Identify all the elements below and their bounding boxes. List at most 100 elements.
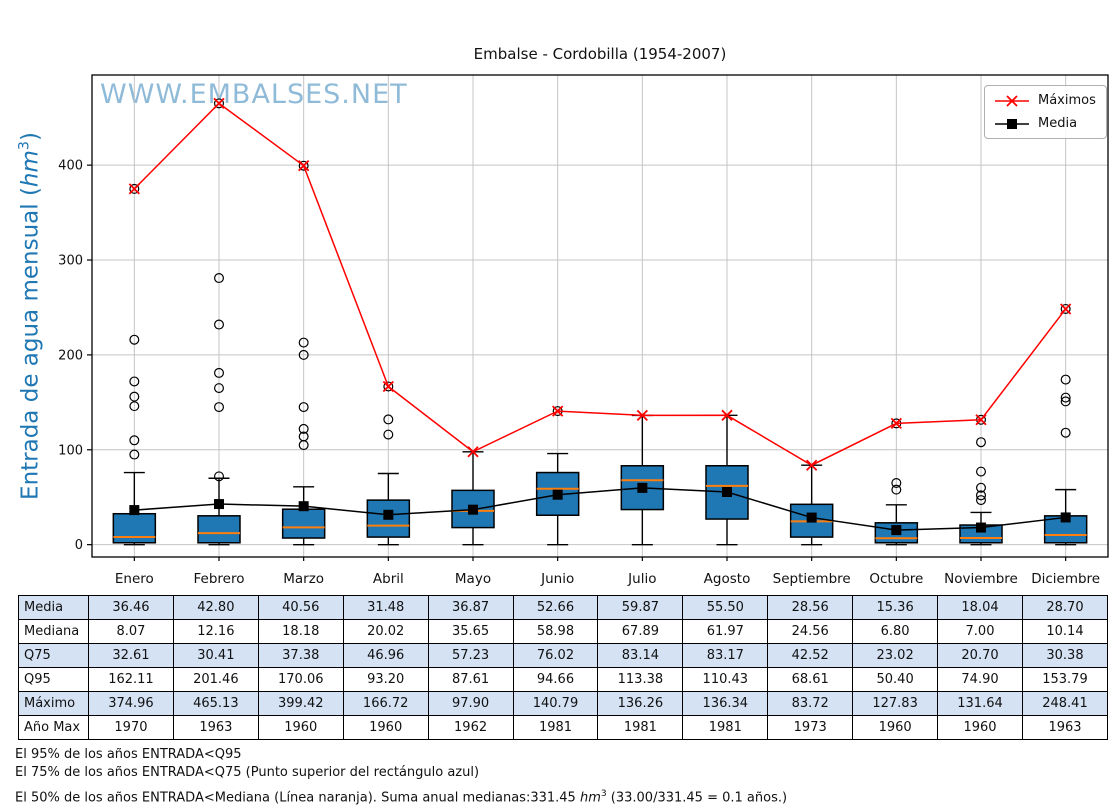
row-label-q75: Q75 — [18, 643, 89, 668]
outlier-point — [129, 435, 140, 446]
outlier-point — [129, 334, 140, 345]
outlier-point — [298, 440, 309, 451]
outlier-point — [298, 423, 309, 434]
stat-cell: 87.61 — [427, 667, 514, 692]
maximos-marker — [382, 380, 394, 393]
outlier-point — [975, 437, 986, 448]
media-marker — [976, 522, 986, 533]
stat-cell: 35.65 — [427, 619, 514, 644]
stat-cell: 18.18 — [257, 619, 344, 644]
media-marker — [722, 487, 732, 498]
table-row-media: Media 36.46 42.80 40.56 31.48 36.87 52.66 59.87… — [18, 595, 1109, 620]
media-marker — [468, 504, 478, 515]
outlier-point — [129, 183, 140, 194]
stat-cell: 20.02 — [342, 619, 429, 644]
stat-cell: 23.02 — [852, 643, 939, 668]
stat-cell: 50.40 — [852, 667, 939, 692]
stat-cell: 1960 — [852, 715, 939, 740]
stat-cell: 36.46 — [88, 595, 174, 620]
outlier-point — [214, 319, 225, 330]
stat-cell: 374.96 — [88, 691, 174, 716]
outlier-point — [214, 383, 225, 394]
media-marker — [637, 482, 648, 493]
maximos-marker — [890, 417, 902, 430]
box-marzo — [281, 508, 326, 539]
outlier-point — [1060, 392, 1071, 403]
stat-cell: 58.98 — [512, 619, 599, 644]
watermark: WWW.EMBALSES.NET — [100, 79, 408, 110]
x-tick-label: Abril — [373, 571, 404, 587]
stat-cell: 166.72 — [342, 691, 429, 716]
outlier-point — [298, 337, 309, 348]
stat-cell: 6.80 — [852, 619, 939, 644]
outlier-point — [975, 495, 986, 506]
y-tick-label: 0 — [75, 538, 83, 553]
outlier-point — [383, 381, 394, 392]
outlier-point — [214, 367, 225, 378]
outlier-point — [975, 466, 986, 477]
stat-cell: 57.23 — [427, 643, 514, 668]
legend-entry-maximos: Máximos — [994, 93, 1098, 108]
stat-cell: 20.70 — [937, 643, 1023, 668]
outlier-point — [214, 402, 225, 413]
legend-entry-media: Media — [994, 116, 1098, 131]
outlier-point — [1060, 303, 1071, 314]
box-febrero — [197, 515, 241, 544]
stat-cell: 12.16 — [172, 619, 259, 644]
outlier-point — [1060, 427, 1071, 438]
table-row-ano-max: Año Max 1970 1963 1960 1960 1962 1981 1981 1981 1… — [18, 715, 1109, 740]
y-axis-unit: hm — [17, 150, 44, 188]
table-row-maximo: Máximo 374.96 465.13 399.42 166.72 97.90 140.7… — [18, 691, 1109, 716]
x-tick-label: Junio — [540, 571, 574, 587]
stat-cell: 131.64 — [937, 691, 1023, 716]
y-tick-label: 200 — [58, 348, 83, 363]
x-tick-label: Noviembre — [944, 571, 1018, 587]
stat-cell: 7.00 — [937, 619, 1023, 644]
x-tick-label: Julio — [627, 571, 656, 587]
outlier-point — [1060, 374, 1071, 385]
y-axis-label-close: ) — [17, 132, 44, 142]
x-tick-label: Febrero — [194, 571, 245, 587]
outlier-point — [891, 484, 902, 495]
stat-cell: 110.43 — [682, 667, 769, 692]
stat-cell: 136.26 — [597, 691, 684, 716]
legend-label-maximos: Máximos — [1038, 93, 1096, 108]
maximos-marker — [806, 459, 818, 471]
row-label-media: Media — [18, 595, 89, 620]
stat-cell: 32.61 — [88, 643, 174, 668]
table-row-mediana: Mediana 8.07 12.16 18.18 20.02 35.65 58.98 67.8… — [18, 619, 1109, 644]
footnote-mediana-tail: (33.00/331.45 = 0.1 años.) — [606, 790, 788, 806]
outlier-point — [214, 471, 225, 482]
stat-cell: 1960 — [937, 715, 1023, 740]
row-label-maximo: Máximo — [18, 691, 89, 716]
stat-cell: 83.72 — [767, 691, 854, 716]
stat-cell: 52.66 — [512, 595, 599, 620]
stat-cell: 140.79 — [512, 691, 599, 716]
stat-cell: 1981 — [512, 715, 599, 740]
legend-label-media: Media — [1038, 116, 1078, 131]
outlier-point — [214, 273, 225, 284]
stat-cell: 170.06 — [257, 667, 344, 692]
stat-cell: 1963 — [1021, 715, 1109, 740]
outlier-point — [975, 490, 986, 501]
stat-cell: 83.14 — [597, 643, 684, 668]
stat-cell: 68.61 — [767, 667, 854, 692]
maximos-marker — [298, 160, 310, 172]
stat-cell: 42.80 — [172, 595, 259, 620]
footnote-q95: El 95% de los años ENTRADA<Q95 — [15, 747, 242, 762]
stat-cell: 1960 — [342, 715, 429, 740]
stat-cell: 42.52 — [767, 643, 854, 668]
maximos-marker — [1060, 303, 1072, 315]
stat-cell: 28.56 — [767, 595, 854, 620]
row-label-q95: Q95 — [18, 667, 89, 692]
stat-cell: 93.20 — [342, 667, 429, 692]
stat-cell: 37.38 — [257, 643, 344, 668]
stat-cell: 97.90 — [427, 691, 514, 716]
y-axis-label-text: Entrada de agua mensual ( — [17, 187, 44, 500]
media-marker — [891, 525, 902, 536]
outlier-point — [214, 98, 225, 109]
y-tick-label: 100 — [58, 443, 83, 458]
stat-cell: 76.02 — [512, 643, 599, 668]
outlier-point — [129, 391, 140, 402]
stat-cell: 46.96 — [342, 643, 429, 668]
